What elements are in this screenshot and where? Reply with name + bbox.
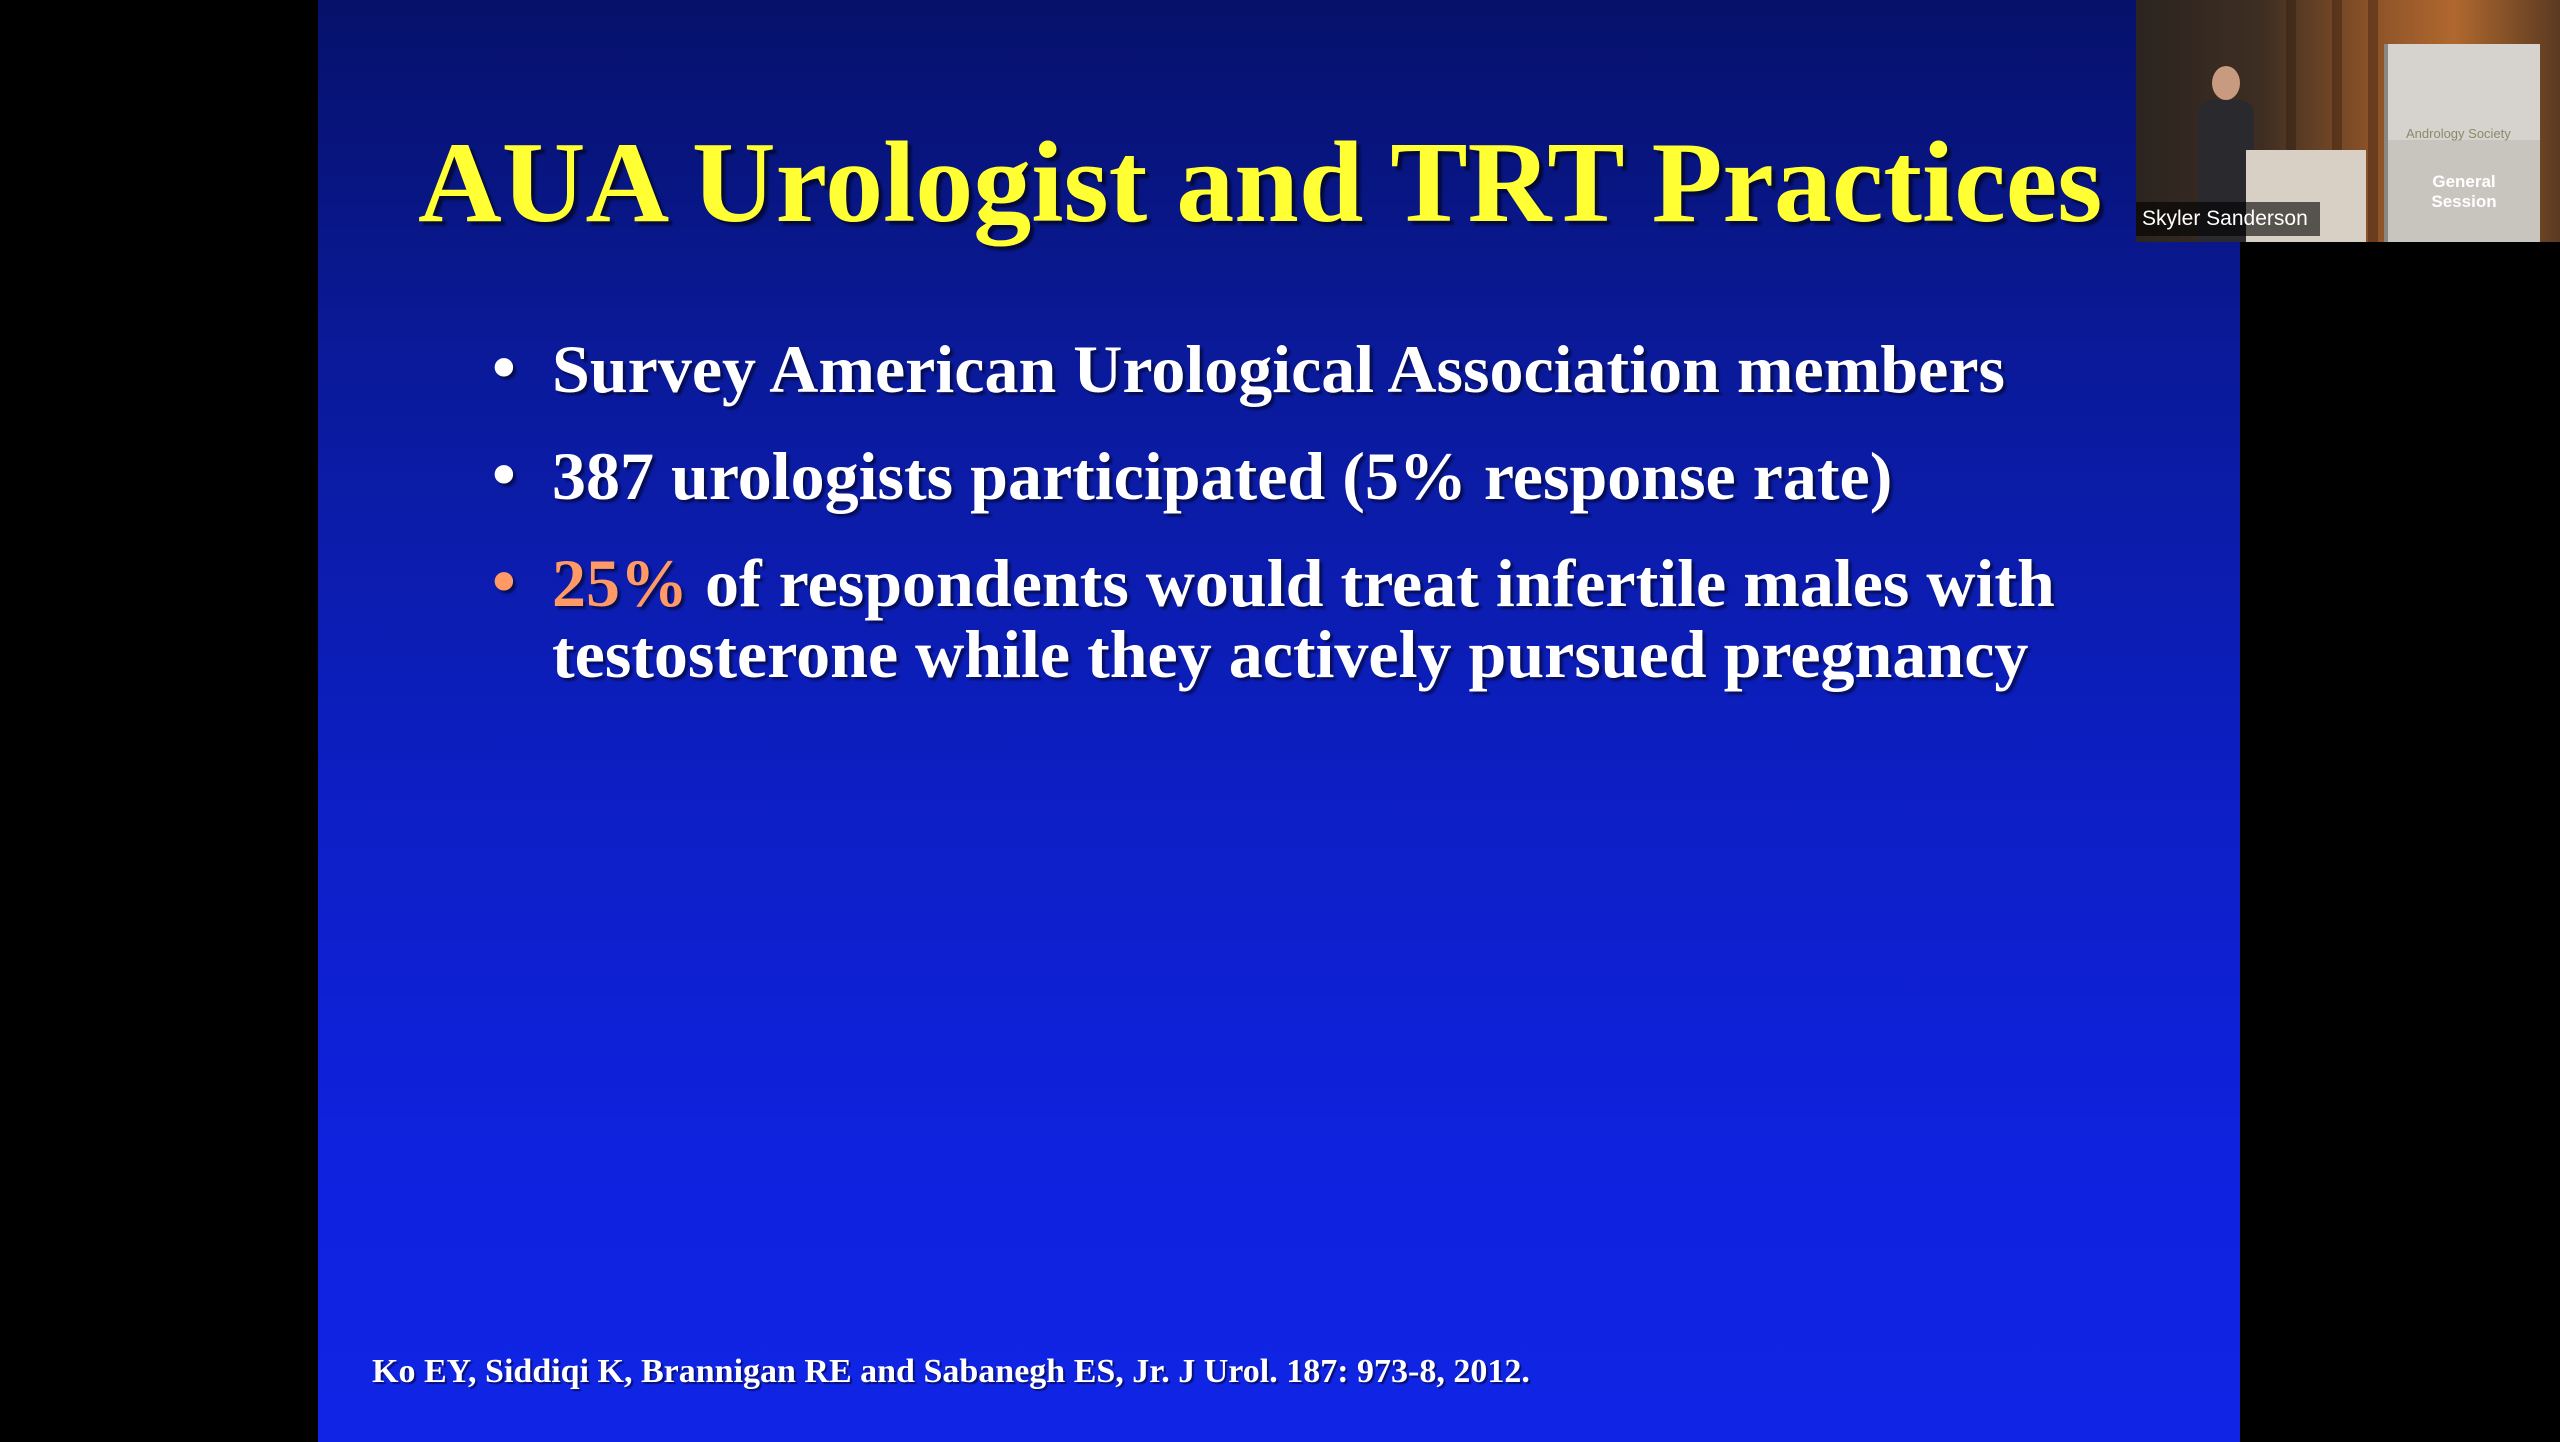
wood-panel-stripe	[2368, 0, 2378, 242]
event-banner: Andrology Society General Session	[2384, 44, 2540, 242]
wood-panel-stripe	[2332, 0, 2342, 242]
bullet-dot-icon: •	[492, 329, 516, 405]
bullet-dot-icon: •	[492, 543, 516, 619]
banner-logo-area	[2388, 44, 2540, 140]
speaker-head	[2212, 66, 2240, 100]
bullet-item-survey: • Survey American Urological Association…	[488, 329, 2208, 407]
banner-label: General Session	[2388, 172, 2540, 212]
bullet-text: Survey American Urological Association m…	[552, 331, 2006, 407]
participant-name-label: Skyler Sanderson	[2136, 202, 2320, 236]
bullet-list: • Survey American Urological Association…	[488, 329, 2208, 726]
shared-screen-slide: AUA Urologist and TRT Practices • Survey…	[318, 0, 2240, 1442]
banner-label-line: General	[2432, 172, 2496, 191]
bullet-highlight-percent: 25%	[552, 545, 688, 621]
bullet-dot-icon: •	[492, 436, 516, 512]
bullet-item-participants: • 387 urologists participated (5% respon…	[488, 436, 2208, 514]
bullet-item-respondents: • 25% of respondents would treat inferti…	[488, 543, 2208, 692]
bullet-text: 387 urologists participated (5% response…	[552, 438, 1893, 514]
banner-logo-text: Andrology Society	[2406, 126, 2511, 141]
wood-panel-stripe	[2286, 0, 2296, 242]
slide-citation: Ko EY, Siddiqi K, Brannigan RE and Saban…	[372, 1353, 1530, 1390]
bullet-text: of respondents would treat infertile mal…	[552, 545, 2055, 692]
slide-title: AUA Urologist and TRT Practices	[418, 119, 2103, 247]
speaker-video-tile[interactable]: Andrology Society General Session Skyler…	[2136, 0, 2560, 242]
banner-label-line: Session	[2431, 192, 2497, 211]
